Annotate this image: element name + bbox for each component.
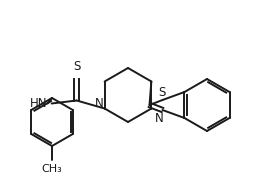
Text: CH₃: CH₃ [42,164,62,174]
Text: N: N [155,111,164,124]
Text: N: N [95,97,104,110]
Text: S: S [73,59,80,72]
Text: S: S [158,87,165,100]
Text: HN: HN [30,97,48,110]
